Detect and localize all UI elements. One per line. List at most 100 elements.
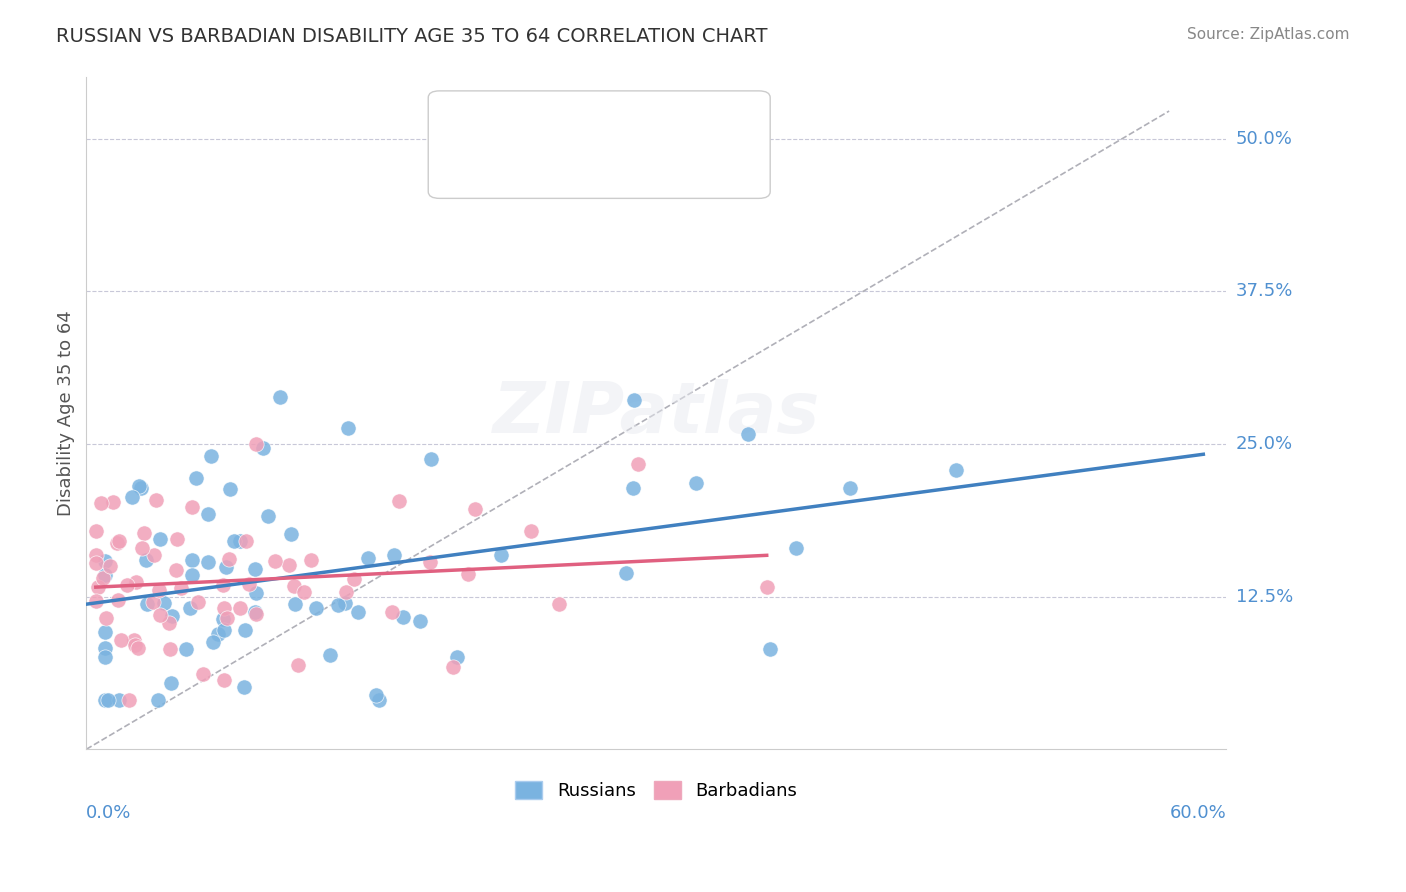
Point — [343, 572, 366, 586]
Point — [124, 632, 146, 647]
Point — [169, 581, 191, 595]
Point — [335, 597, 357, 611]
Point — [84, 549, 107, 563]
Point — [284, 597, 307, 611]
Point — [160, 608, 183, 623]
Point — [94, 610, 117, 624]
Point — [737, 427, 759, 442]
Point — [184, 471, 207, 485]
Point — [129, 481, 152, 495]
Point — [197, 507, 219, 521]
Point — [93, 571, 115, 585]
Point — [409, 614, 432, 628]
Point — [212, 624, 235, 638]
Point — [357, 550, 380, 565]
Point — [233, 680, 256, 694]
Point — [97, 693, 120, 707]
Point — [233, 623, 256, 637]
Point — [264, 554, 287, 568]
Point — [283, 579, 305, 593]
Point — [446, 650, 468, 665]
Point — [94, 692, 117, 706]
Point — [292, 585, 315, 599]
Y-axis label: Disability Age 35 to 64: Disability Age 35 to 64 — [58, 310, 75, 516]
Point — [614, 566, 637, 580]
Point — [94, 554, 117, 568]
Point — [115, 578, 138, 592]
Point — [181, 500, 204, 514]
Point — [118, 693, 141, 707]
Text: 37.5%: 37.5% — [1236, 282, 1294, 301]
Point — [148, 582, 170, 597]
Point — [149, 532, 172, 546]
Point — [101, 495, 124, 509]
Point — [245, 437, 267, 451]
Point — [759, 642, 782, 657]
Point — [215, 611, 238, 625]
Point — [388, 493, 411, 508]
Point — [100, 559, 122, 574]
Point — [382, 548, 405, 562]
Point — [124, 638, 146, 652]
Point — [212, 612, 235, 626]
Text: Source: ZipAtlas.com: Source: ZipAtlas.com — [1187, 27, 1350, 42]
Point — [207, 626, 229, 640]
Point — [419, 555, 441, 569]
Point — [212, 578, 235, 592]
Point — [839, 481, 862, 495]
Point — [381, 605, 404, 619]
Point — [252, 442, 274, 456]
Point — [157, 615, 180, 630]
Point — [174, 641, 197, 656]
Point — [124, 574, 146, 589]
Point — [107, 593, 129, 607]
Point — [219, 482, 242, 496]
Point — [165, 563, 187, 577]
Point — [319, 648, 342, 662]
Point — [519, 524, 541, 539]
Point — [143, 548, 166, 562]
Point — [215, 560, 238, 574]
Point — [148, 607, 170, 622]
Point — [94, 624, 117, 639]
Point — [110, 632, 132, 647]
Point — [212, 673, 235, 687]
Point — [945, 463, 967, 477]
Point — [191, 666, 214, 681]
Point — [145, 492, 167, 507]
Point — [347, 605, 370, 619]
Point — [84, 593, 107, 607]
Point — [94, 640, 117, 655]
Point — [136, 598, 159, 612]
Point — [142, 595, 165, 609]
Point — [621, 481, 644, 495]
Point — [202, 635, 225, 649]
Text: 25.0%: 25.0% — [1236, 435, 1292, 453]
Legend: Russians, Barbadians: Russians, Barbadians — [508, 773, 804, 807]
Point — [212, 601, 235, 615]
Point — [180, 568, 202, 582]
Point — [84, 556, 107, 570]
Point — [134, 525, 156, 540]
Point — [179, 601, 201, 615]
Point — [785, 541, 807, 555]
Text: ZIPatlas: ZIPatlas — [492, 379, 820, 448]
Point — [335, 585, 357, 599]
Point — [90, 496, 112, 510]
Point — [218, 552, 240, 566]
Point — [229, 533, 252, 548]
Point — [443, 659, 465, 673]
Text: 12.5%: 12.5% — [1236, 588, 1294, 606]
Point — [107, 534, 129, 549]
Text: 50.0%: 50.0% — [1236, 129, 1292, 147]
Point — [229, 601, 252, 615]
Point — [135, 553, 157, 567]
Point — [623, 392, 645, 407]
Point — [224, 534, 246, 549]
Point — [127, 641, 149, 656]
Point — [152, 596, 174, 610]
Point — [94, 568, 117, 582]
Point — [464, 501, 486, 516]
Point — [243, 562, 266, 576]
Point — [84, 524, 107, 538]
